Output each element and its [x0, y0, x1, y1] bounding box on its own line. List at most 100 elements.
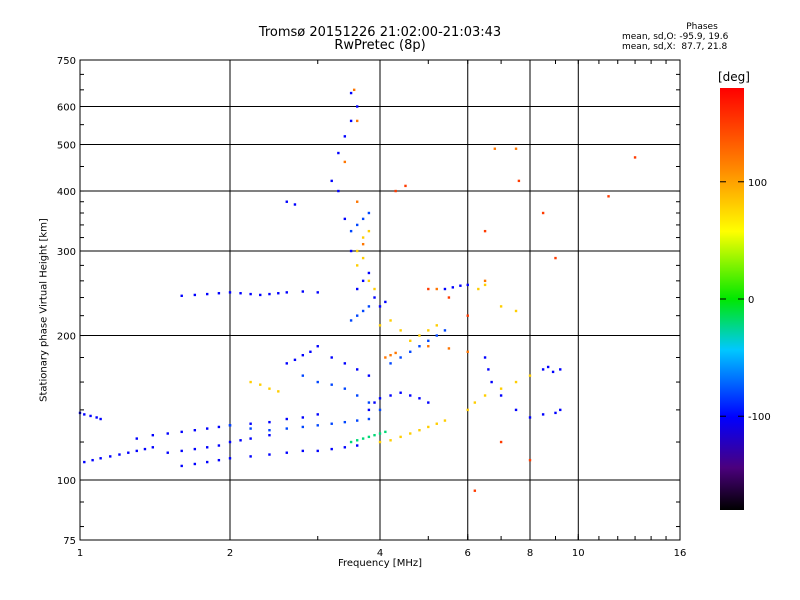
data-point	[528, 374, 532, 377]
data-point	[355, 287, 359, 291]
data-point	[378, 432, 382, 435]
data-point	[551, 370, 555, 374]
data-point	[373, 287, 376, 291]
data-point	[361, 242, 365, 246]
data-point	[193, 447, 197, 451]
data-point	[143, 447, 147, 451]
data-point	[355, 394, 359, 397]
data-point	[528, 458, 532, 462]
data-point	[384, 300, 387, 304]
data-point	[316, 424, 319, 427]
data-point	[466, 314, 469, 317]
data-point	[633, 156, 637, 159]
data-point	[384, 430, 387, 434]
data-point	[285, 417, 288, 421]
data-point	[228, 457, 232, 460]
data-point	[361, 309, 365, 313]
data-point	[109, 455, 112, 458]
data-point	[355, 368, 359, 371]
data-point	[301, 353, 305, 357]
data-point	[361, 217, 365, 221]
data-point	[228, 291, 232, 294]
data-point	[330, 422, 333, 425]
data-point	[361, 437, 365, 440]
data-point	[367, 229, 371, 233]
data-point	[367, 271, 371, 275]
data-point	[378, 305, 382, 308]
data-point	[343, 420, 347, 424]
grid-lines	[80, 60, 680, 540]
x-tick-label: 1	[77, 548, 83, 559]
data-point	[367, 417, 371, 421]
data-point	[239, 439, 242, 442]
chart-title: Tromsø 20151226 21:02:00-21:03:43	[258, 25, 502, 40]
data-point	[427, 425, 430, 429]
data-point	[259, 383, 262, 386]
data-point	[127, 451, 130, 454]
phase-stats-heading: Phases	[686, 22, 718, 32]
data-point	[389, 394, 392, 397]
data-point	[135, 449, 138, 453]
y-axis-label: Stationary phase Virtual Height [km]	[38, 218, 50, 402]
data-point	[373, 433, 376, 437]
data-point	[483, 283, 487, 287]
data-point	[355, 249, 359, 253]
data-point	[217, 292, 221, 295]
data-point	[435, 287, 438, 291]
data-point	[277, 292, 280, 295]
data-point	[541, 413, 545, 416]
data-point	[378, 408, 382, 412]
data-point	[409, 350, 412, 353]
data-point	[355, 223, 359, 227]
data-point	[309, 350, 312, 353]
data-point	[343, 387, 347, 390]
data-point	[205, 446, 209, 449]
data-point	[427, 287, 430, 291]
y-tick-label: 200	[57, 332, 76, 343]
data-point	[205, 292, 209, 296]
colorbar-tick-label: 0	[748, 295, 754, 306]
data-point	[404, 184, 407, 188]
data-point	[151, 446, 155, 449]
data-point	[373, 401, 376, 404]
data-point	[473, 489, 477, 492]
data-point	[427, 329, 430, 332]
x-tick-label: 8	[527, 548, 533, 559]
data-point	[514, 309, 518, 313]
data-point	[447, 296, 451, 299]
data-point	[301, 416, 305, 419]
x-tick-label: 2	[227, 548, 233, 559]
data-point	[180, 430, 183, 434]
data-point	[91, 458, 94, 462]
data-point	[180, 294, 183, 297]
y-tick-label: 100	[57, 476, 76, 487]
data-point	[394, 351, 397, 355]
data-point	[180, 449, 183, 453]
data-point	[378, 397, 382, 400]
data-point	[361, 256, 365, 260]
data-point	[285, 362, 288, 365]
data-point	[514, 408, 518, 412]
data-point	[490, 380, 493, 384]
x-axis-label: Frequency [MHz]	[337, 558, 423, 569]
data-point	[228, 424, 232, 427]
data-point	[483, 279, 487, 283]
y-tick-label: 300	[57, 247, 76, 258]
data-point	[205, 460, 209, 464]
data-point	[361, 236, 365, 239]
data-point	[517, 179, 521, 183]
data-point	[259, 293, 262, 297]
data-point	[193, 293, 197, 297]
data-point	[349, 229, 353, 233]
data-point	[541, 211, 545, 215]
data-point	[301, 425, 305, 429]
data-point	[268, 433, 271, 437]
data-point	[316, 413, 319, 416]
data-point	[89, 414, 92, 418]
data-points	[78, 88, 637, 492]
data-point	[427, 345, 430, 348]
data-point	[427, 401, 430, 404]
data-point	[394, 189, 397, 193]
y-axis-ticks: 75 100 200 300 400 500 600 750	[57, 56, 680, 547]
